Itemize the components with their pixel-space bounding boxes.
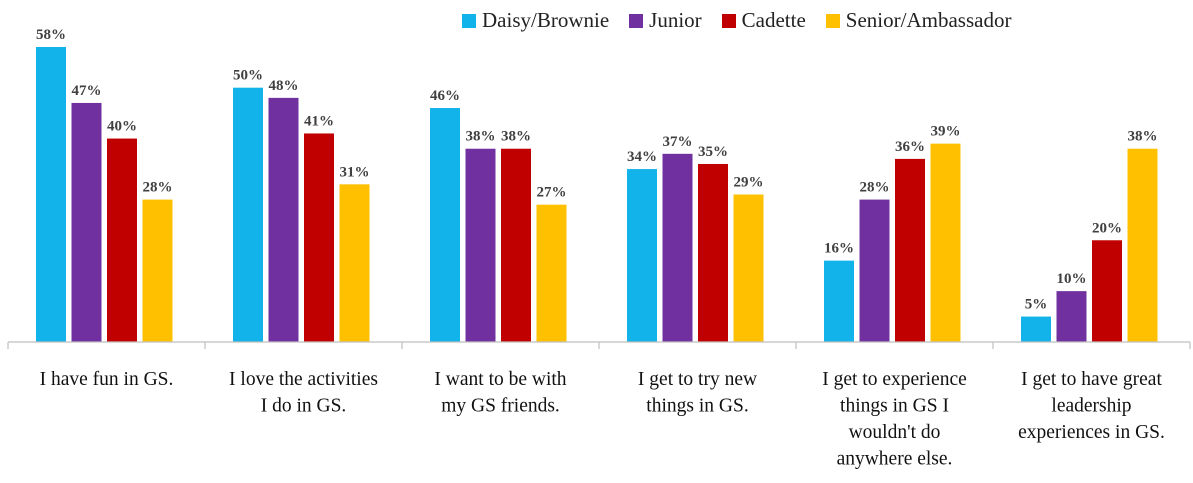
bar-cadette-1	[304, 133, 334, 342]
legend-label: Daisy/Brownie	[482, 8, 610, 32]
data-label: 28%	[860, 180, 890, 196]
bar-daisy-brownie-1	[233, 87, 263, 342]
bar-junior-2	[465, 148, 496, 342]
bar-junior-1	[268, 97, 299, 343]
legend: Daisy/Brownie Junior Cadette Senior/Amba…	[462, 8, 1011, 33]
legend-swatch	[721, 13, 736, 28]
category-label: I get to have great leadership experiences…	[1018, 369, 1165, 443]
data-label: 39%	[931, 124, 961, 140]
bar-daisy-brownie-5	[1021, 316, 1051, 342]
legend-label: Senior/Ambassador	[845, 8, 1012, 32]
bar-junior-4	[859, 199, 890, 342]
legend-item-junior: Junior	[629, 8, 702, 33]
data-label: 27%	[537, 185, 567, 201]
legend-label: Cadette	[741, 8, 806, 32]
legend-swatch	[825, 13, 840, 28]
bar-cadette-4	[895, 158, 925, 342]
bar-junior-3	[662, 153, 693, 342]
bar-cadette-0	[107, 138, 137, 342]
bar-junior-5	[1056, 291, 1087, 342]
value-labels-layer: 58% 47% 40% 28% 50% 48% 41% 31% 46% 38% 38% 27% 34% 3…	[36, 27, 1158, 313]
legend-item-senior-ambassador: Senior/Ambassador	[825, 8, 1012, 33]
category-labels-layer: I have fun in GS. I love the activities I …	[40, 369, 1165, 470]
data-label: 28%	[143, 180, 173, 196]
category-label: I have fun in GS.	[40, 369, 174, 390]
data-label: 5%	[1025, 297, 1048, 313]
data-label: 34%	[627, 149, 657, 165]
legend-item-daisy-brownie: Daisy/Brownie	[462, 8, 609, 33]
bar-senior-ambassador-1	[339, 184, 370, 342]
data-label: 58%	[36, 27, 66, 43]
data-label: 47%	[72, 83, 102, 99]
data-label: 41%	[304, 113, 334, 129]
x-axis-ticks	[7, 342, 1191, 349]
bar-senior-ambassador-2	[536, 204, 567, 342]
bar-cadette-3	[698, 163, 728, 342]
category-label: I get to try new things in GS.	[638, 369, 757, 417]
data-label: 46%	[430, 88, 460, 104]
bar-daisy-brownie-3	[627, 169, 657, 342]
data-label: 38%	[501, 129, 531, 145]
data-label: 50%	[233, 68, 263, 84]
data-label: 40%	[107, 119, 137, 135]
bar-daisy-brownie-4	[824, 260, 854, 342]
bar-senior-ambassador-3	[733, 194, 764, 342]
bar-senior-ambassador-0	[142, 199, 173, 342]
data-label: 36%	[895, 139, 925, 155]
legend-swatch	[629, 13, 644, 28]
data-label: 37%	[663, 134, 693, 150]
data-label: 10%	[1057, 271, 1087, 287]
legend-item-cadette: Cadette	[721, 8, 806, 33]
data-label: 48%	[269, 78, 299, 94]
bar-daisy-brownie-2	[430, 108, 460, 342]
data-label: 38%	[466, 129, 496, 145]
data-label: 20%	[1092, 220, 1122, 236]
category-label: I love the activities I do in GS.	[229, 369, 378, 417]
category-label: I want to be with my GS friends.	[434, 369, 566, 417]
bars-layer	[36, 47, 1158, 343]
bar-cadette-5	[1092, 240, 1122, 342]
legend-swatch	[462, 13, 476, 28]
bar-senior-ambassador-4	[930, 143, 961, 342]
legend-label: Junior	[649, 8, 702, 32]
bar-senior-ambassador-5	[1127, 148, 1158, 342]
bar-cadette-2	[501, 148, 531, 342]
data-label: 35%	[698, 144, 728, 160]
data-label: 31%	[340, 164, 370, 180]
data-label: 38%	[1128, 129, 1158, 145]
data-label: 16%	[824, 241, 854, 257]
bar-daisy-brownie-0	[36, 47, 66, 342]
data-label: 29%	[734, 175, 764, 191]
bar-junior-0	[71, 102, 102, 342]
